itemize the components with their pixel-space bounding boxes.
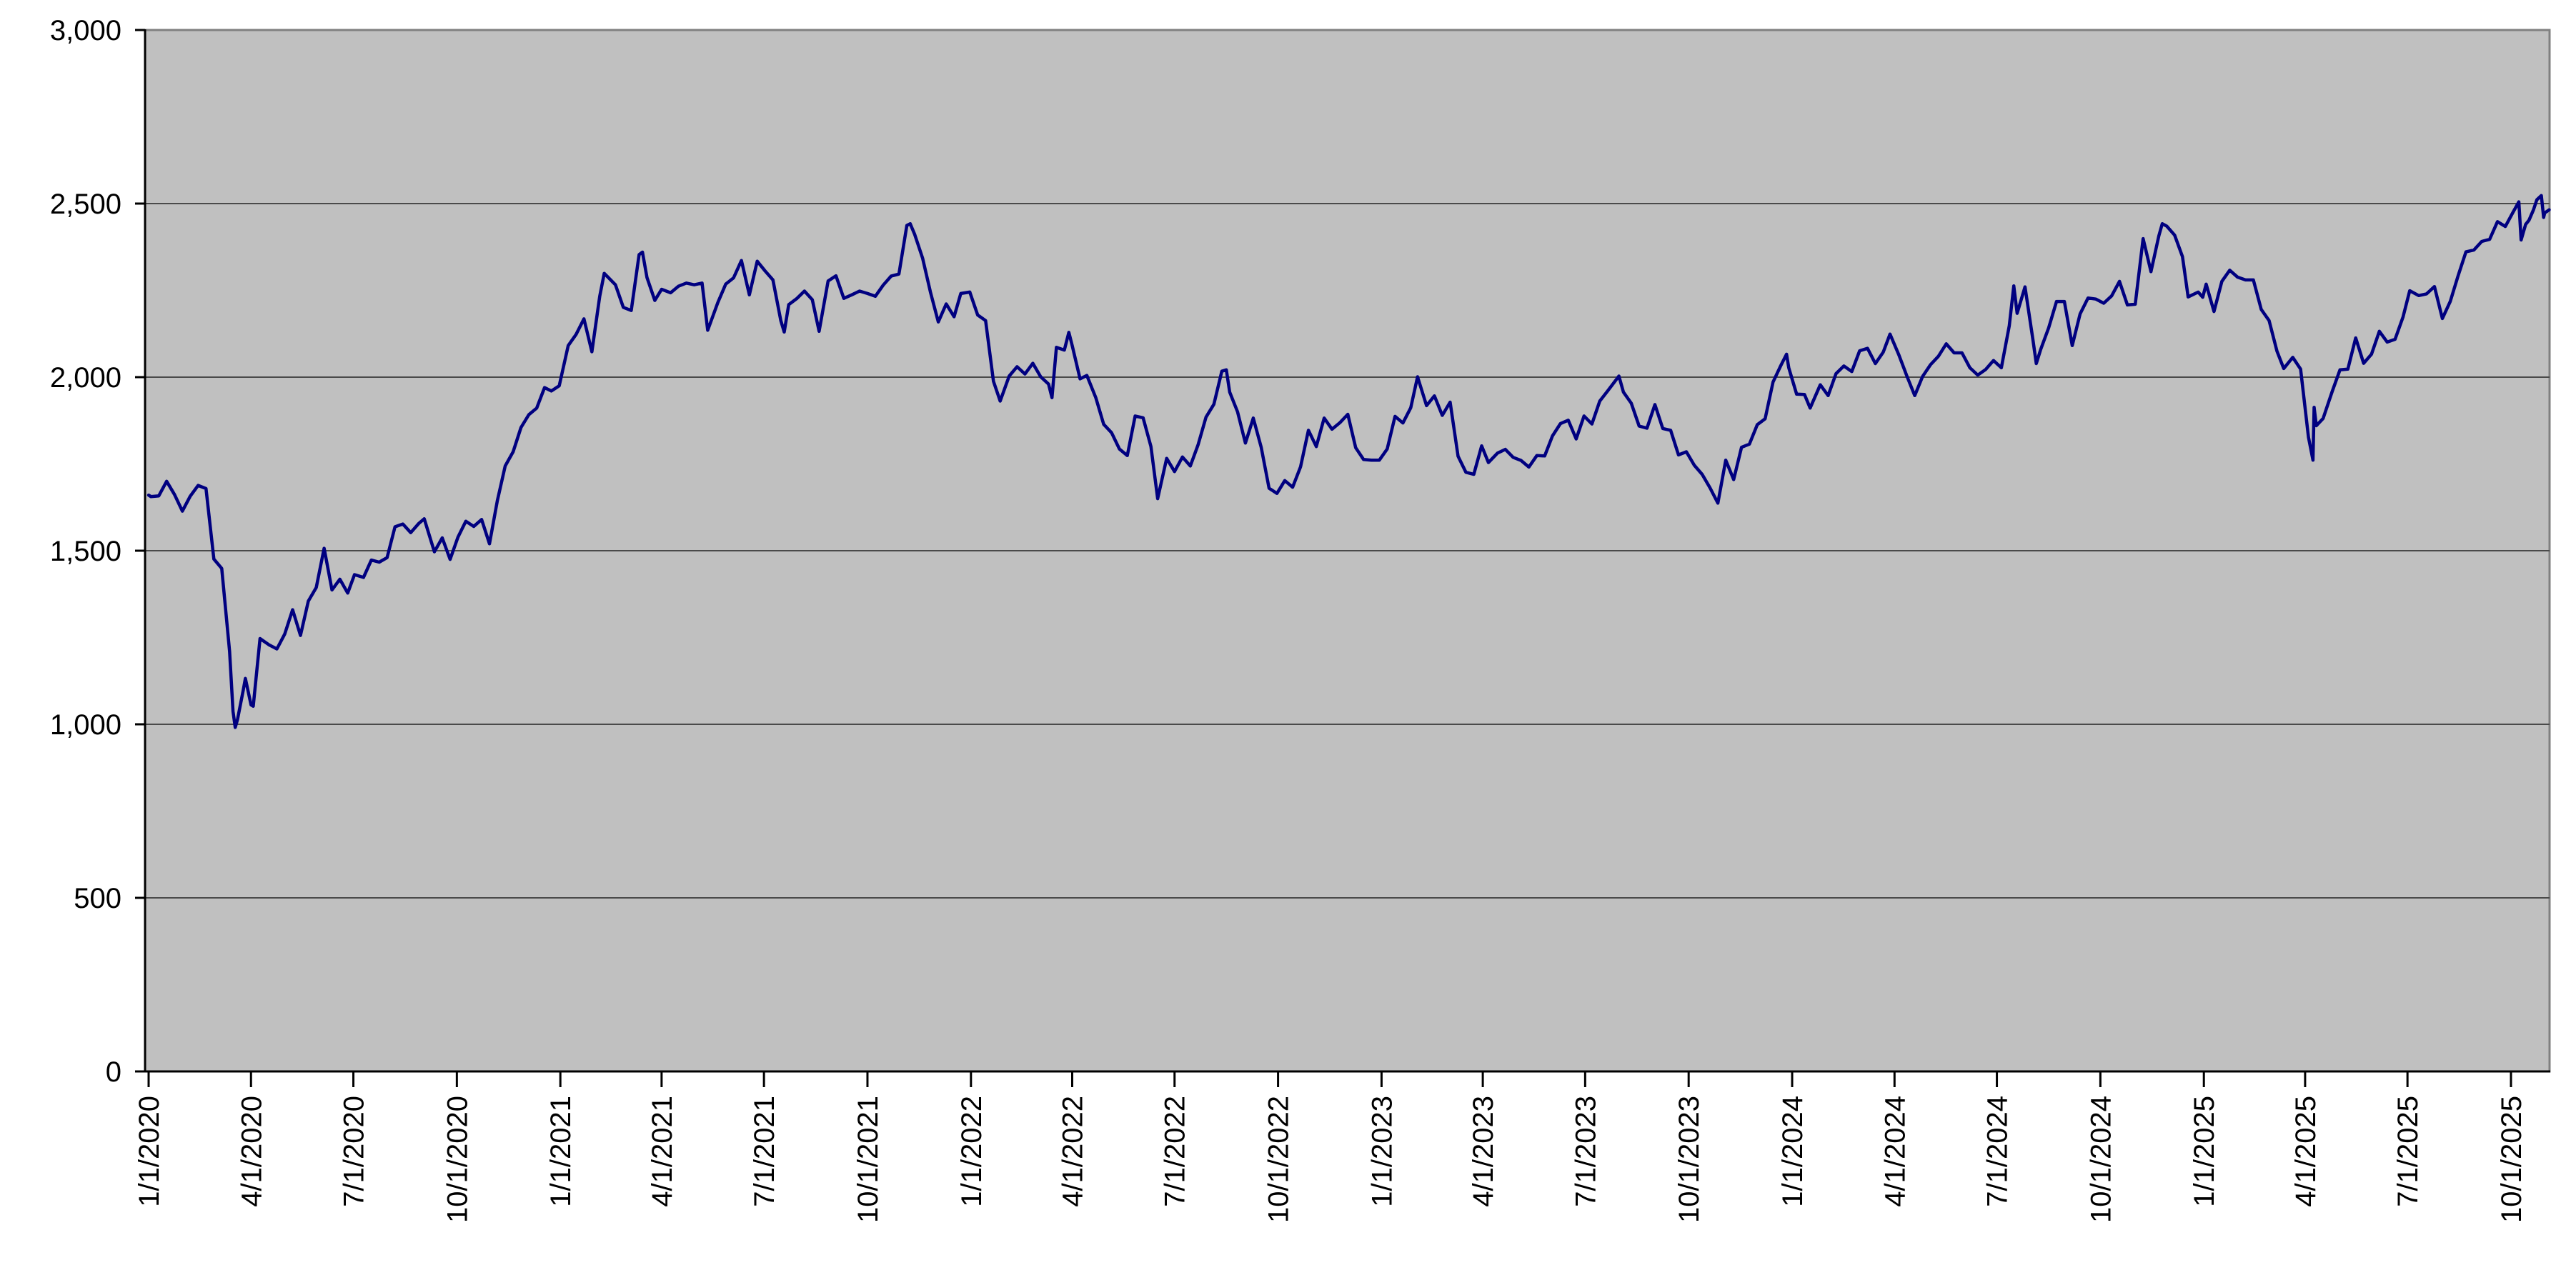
x-tick-label: 1/1/2024 — [1777, 1096, 1809, 1207]
x-axis-ticks — [147, 1071, 2512, 1087]
y-gridlines — [145, 203, 2550, 899]
x-tick-label: 1/1/2022 — [956, 1096, 988, 1207]
x-tick-label: 10/1/2023 — [1674, 1096, 1705, 1223]
x-tick-label: 4/1/2020 — [236, 1096, 267, 1207]
x-tick-label: 1/1/2023 — [1366, 1096, 1398, 1207]
x-tick-label: 7/1/2020 — [339, 1096, 370, 1207]
x-tick-label: 1/1/2021 — [545, 1096, 577, 1207]
y-tick-label: 3,000 — [50, 15, 121, 46]
y-tick-label: 500 — [74, 883, 121, 914]
x-tick-label: 7/1/2022 — [1160, 1096, 1191, 1207]
x-axis-labels: 1/1/2020 4/1/2020 7/1/2020 10/1/2020 1/1/202… — [134, 1096, 2527, 1223]
x-tick-label: 4/1/2023 — [1468, 1096, 1499, 1207]
y-tick-label: 1,500 — [50, 536, 121, 567]
x-tick-label: 1/1/2020 — [134, 1096, 165, 1207]
x-tick-label: 4/1/2024 — [1879, 1096, 1911, 1207]
x-tick-label: 10/1/2021 — [852, 1096, 884, 1223]
x-tick-label: 7/1/2024 — [1982, 1096, 2014, 1207]
y-tick-label: 2,500 — [50, 189, 121, 220]
x-tick-label: 10/1/2020 — [442, 1096, 473, 1223]
x-tick-label: 10/1/2024 — [2085, 1096, 2117, 1223]
x-tick-label: 4/1/2025 — [2290, 1096, 2322, 1207]
y-tick-label: 2,000 — [50, 362, 121, 394]
x-tick-label: 10/1/2025 — [2496, 1096, 2527, 1223]
y-axis-labels: 0 500 1,000 1,500 2,000 2,500 3,000 — [50, 15, 121, 1088]
x-tick-label: 1/1/2025 — [2189, 1096, 2220, 1207]
y-tick-label: 1,000 — [50, 709, 121, 741]
data-series-line — [146, 194, 2551, 729]
y-axis-ticks — [135, 29, 145, 1073]
x-tick-label: 10/1/2022 — [1263, 1096, 1295, 1223]
x-tick-label: 4/1/2021 — [647, 1096, 678, 1207]
x-tick-label: 4/1/2022 — [1057, 1096, 1088, 1207]
y-tick-label: 0 — [106, 1056, 121, 1088]
x-tick-label: 7/1/2021 — [749, 1096, 780, 1207]
axis-lines — [144, 29, 2550, 1073]
x-tick-label: 7/1/2023 — [1570, 1096, 1601, 1207]
x-tick-label: 7/1/2025 — [2392, 1096, 2424, 1207]
